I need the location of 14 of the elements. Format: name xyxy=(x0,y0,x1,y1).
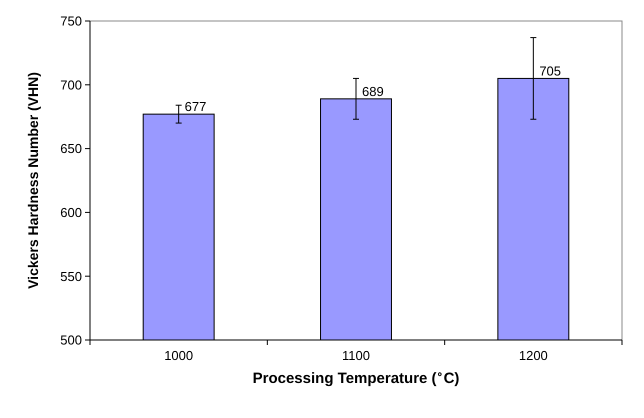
data-label: 705 xyxy=(539,63,562,78)
x-tick-label: 1000 xyxy=(164,348,194,363)
y-axis-title: Vickers Hardness Number (VHN) xyxy=(25,72,41,289)
y-tick-label: 750 xyxy=(60,14,82,29)
y-tick-label: 650 xyxy=(60,141,82,156)
data-label: 677 xyxy=(184,99,206,114)
y-tick-label: 550 xyxy=(60,268,82,284)
x-axis-title: Processing Temperature ($^{∘}$C) xyxy=(252,368,460,387)
x-tick-label: 1100 xyxy=(342,348,370,363)
y-tick-label: 600 xyxy=(60,204,82,220)
data-label: 689 xyxy=(362,84,384,99)
y-tick-label: 700 xyxy=(60,77,82,92)
y-tick-label: 500 xyxy=(60,332,82,348)
x-tick-label: 1200 xyxy=(518,348,548,363)
